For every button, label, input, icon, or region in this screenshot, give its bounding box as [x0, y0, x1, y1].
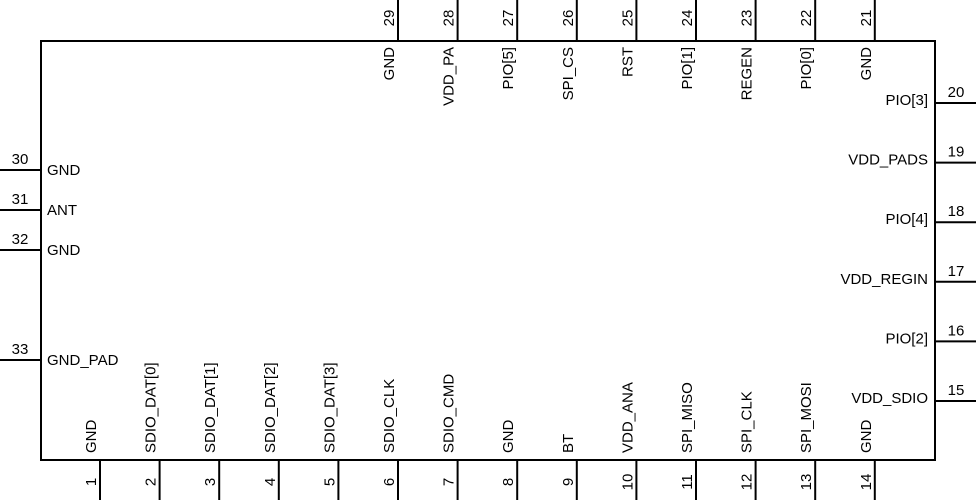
pin-label: VDD_SDIO [851, 390, 928, 407]
pin-label: PIO[3] [885, 92, 928, 109]
pin-number: 18 [948, 203, 965, 220]
pin-label: PIO[1] [679, 47, 696, 90]
pin-number: 8 [500, 478, 517, 486]
pin-label: ANT [47, 202, 77, 219]
pin-label: PIO[2] [885, 330, 928, 347]
pin-label: GND [47, 162, 81, 179]
pin-number: 26 [560, 10, 577, 27]
pin-label: REGEN [739, 47, 756, 100]
pin-label: GND_PAD [47, 352, 119, 369]
pin-label: GND [83, 420, 100, 454]
pin-number: 2 [143, 478, 160, 486]
pin-number: 20 [948, 84, 965, 101]
pin-label: SPI_MOSI [798, 382, 815, 453]
pin-number: 30 [12, 151, 29, 168]
pin-number: 24 [679, 10, 696, 27]
pin-number: 7 [441, 478, 458, 486]
pin-label: PIO[5] [500, 47, 517, 90]
pin-number: 4 [262, 478, 279, 486]
pin-label: SDIO_CLK [381, 379, 398, 453]
pin-number: 3 [202, 478, 219, 486]
pin-number: 25 [619, 10, 636, 27]
pin-label: BT [560, 434, 577, 453]
pin-label: SPI_CLK [739, 391, 756, 453]
pin-number: 15 [948, 382, 965, 399]
pin-number: 19 [948, 144, 965, 161]
pin-label: SPI_CS [560, 47, 577, 100]
pin-number: 32 [12, 231, 29, 248]
pin-number: 1 [83, 478, 100, 486]
pin-number: 31 [12, 191, 29, 208]
pin-number: 14 [858, 474, 875, 491]
pin-number: 23 [739, 10, 756, 27]
pin-number: 11 [679, 474, 696, 490]
pin-number: 17 [948, 263, 965, 280]
pin-label: PIO[0] [798, 47, 815, 90]
pin-number: 5 [321, 478, 338, 486]
pin-number: 33 [12, 341, 29, 358]
pin-number: 28 [441, 10, 458, 27]
pin-label: RST [619, 47, 636, 77]
pin-number: 12 [739, 474, 756, 491]
pin-number: 29 [381, 10, 398, 27]
pin-number: 27 [500, 10, 517, 27]
pin-number: 22 [798, 10, 815, 27]
pin-label: PIO[4] [885, 211, 928, 228]
pin-number: 6 [381, 478, 398, 486]
pin-label: GND [858, 420, 875, 454]
pin-number: 10 [619, 474, 636, 491]
pin-label: GND [858, 47, 875, 81]
pin-label: SDIO_DAT[0] [143, 362, 160, 453]
pin-number: 9 [560, 478, 577, 486]
pin-label: VDD_REGIN [840, 271, 928, 288]
pin-label: SDIO_DAT[1] [202, 362, 219, 453]
pin-label: VDD_PADS [848, 152, 928, 169]
pin-label: SDIO_DAT[3] [321, 362, 338, 453]
pin-label: GND [381, 47, 398, 81]
pin-label: SDIO_CMD [441, 374, 458, 453]
pin-label: GND [500, 420, 517, 454]
pin-number: 13 [798, 474, 815, 491]
pin-label: SPI_MISO [679, 382, 696, 453]
pin-number: 21 [858, 10, 875, 27]
pin-number: 16 [948, 322, 965, 339]
pin-label: SDIO_DAT[2] [262, 362, 279, 453]
pin-label: VDD_ANA [619, 382, 636, 453]
pin-label: VDD_PA [441, 47, 458, 106]
pin-label: GND [47, 242, 81, 259]
